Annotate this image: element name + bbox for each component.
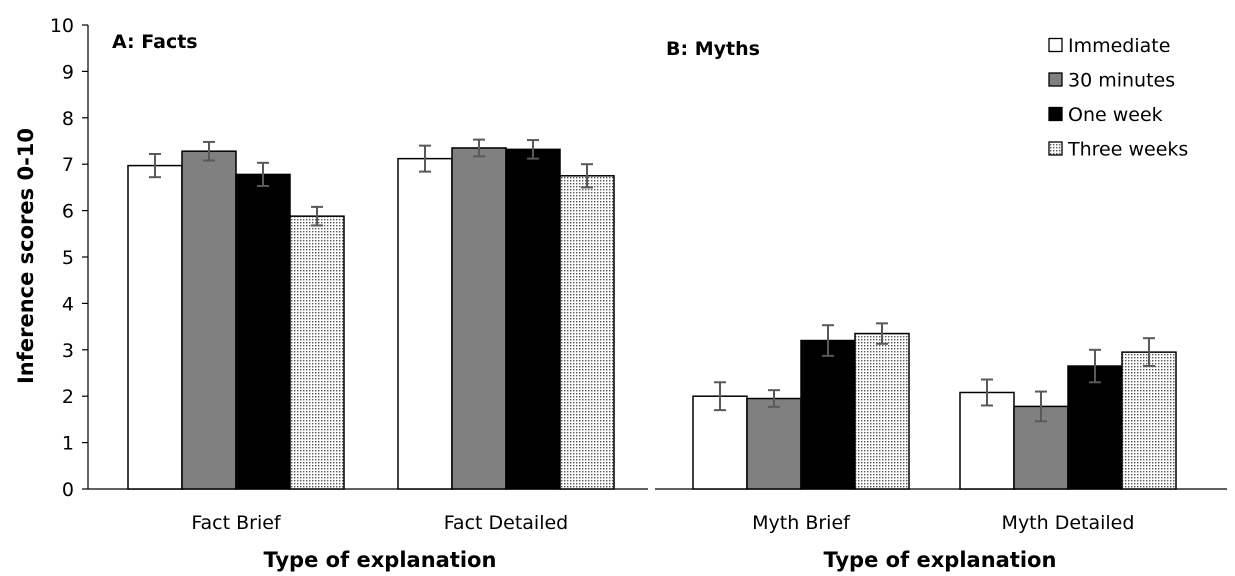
category-label: Fact Brief [191,512,282,534]
bar [692,395,748,490]
bar [854,332,910,490]
y-tick-label: 7 [62,154,74,176]
panel-title: A: Facts [112,31,198,53]
y-tick-label: 6 [62,201,74,223]
bar [746,397,802,490]
legend-label: Three weeks [1067,139,1188,161]
category-label: Myth Detailed [1002,512,1135,534]
x-axis-label: Type of explanation [264,548,497,572]
bar [1121,351,1177,490]
y-tick-label: 2 [62,386,74,408]
legend-label: 30 minutes [1068,70,1175,92]
bar [181,150,237,490]
bar [800,339,856,490]
y-tick-label: 3 [62,340,74,362]
legend-label: One week [1068,104,1163,126]
legend-swatch [1048,72,1063,87]
bar [127,164,183,490]
legend-label: Immediate [1068,35,1170,57]
y-tick-label: 10 [50,15,74,37]
bar [559,175,615,490]
panel-title: B: Myths [666,38,760,60]
category-label: Myth Brief [752,512,851,534]
y-axis-label: Inference scores 0-10 [14,128,38,384]
x-axis-label: Type of explanation [824,548,1057,572]
y-tick-label: 8 [62,108,74,130]
bar [505,148,561,490]
y-tick-label: 4 [62,293,74,315]
category-label: Fact Detailed [444,512,568,534]
bar [1067,365,1123,490]
bar [397,157,453,490]
y-tick-label: 0 [62,479,74,501]
y-tick-label: 9 [62,61,74,83]
bar [451,147,507,490]
legend-swatch [1048,106,1063,122]
bar [289,215,345,490]
y-tick-label: 5 [62,247,74,269]
legend-swatch [1048,37,1063,53]
y-tick-label: 1 [62,433,74,455]
bar [959,391,1015,490]
bar [235,173,291,490]
legend-swatch [1048,141,1063,156]
